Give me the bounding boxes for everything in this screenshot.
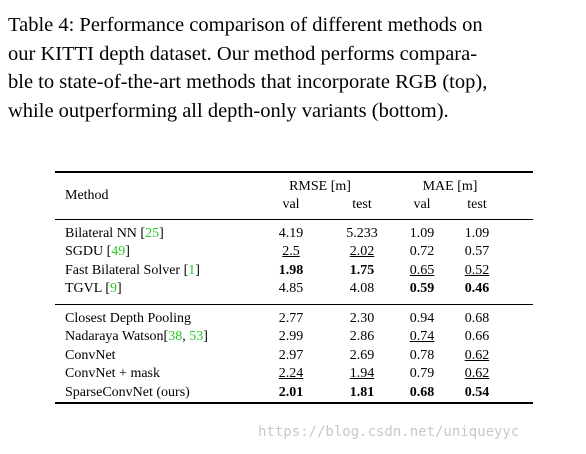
header-subcolumn: val bbox=[282, 197, 300, 212]
method-name: ConvNet bbox=[65, 347, 116, 363]
header-subcolumn: test bbox=[352, 197, 372, 212]
table-value: 1.98 bbox=[278, 262, 304, 278]
table-value: 0.59 bbox=[409, 281, 435, 297]
method-name: SGDU [49] bbox=[65, 244, 130, 260]
caption-line: while outperforming all depth-only varia… bbox=[8, 99, 449, 122]
header-method: Method bbox=[65, 188, 109, 203]
table-value: 1.09 bbox=[464, 226, 490, 241]
table-value: 0.66 bbox=[464, 329, 490, 345]
header-rule bbox=[55, 219, 533, 220]
header-group: MAE [m] bbox=[422, 179, 478, 194]
table-value: 0.46 bbox=[464, 281, 490, 297]
table-value: 2.01 bbox=[278, 384, 304, 400]
caption-line: ble to state-of-the-art methods that inc… bbox=[8, 71, 488, 93]
table-value: 1.75 bbox=[349, 262, 375, 278]
top-rule bbox=[55, 171, 533, 173]
table-value: 1.09 bbox=[409, 226, 435, 241]
table-value: 0.54 bbox=[464, 384, 490, 400]
caption-line: Table 4: Performance comparison of diffe… bbox=[8, 14, 483, 36]
caption-line: our KITTI depth dataset. Our method perf… bbox=[8, 42, 478, 65]
method-name: Closest Depth Pooling bbox=[65, 311, 192, 326]
table-value: 0.79 bbox=[409, 366, 435, 382]
table-value: 2.30 bbox=[349, 311, 375, 326]
header-subcolumn: test bbox=[467, 197, 487, 212]
table-value: 0.74 bbox=[409, 329, 435, 345]
header-subcolumn: val bbox=[413, 197, 431, 212]
table-value: 0.72 bbox=[409, 244, 435, 260]
table-value: 0.62 bbox=[464, 366, 490, 382]
table-value: 0.68 bbox=[409, 384, 435, 400]
table-value: 4.85 bbox=[278, 281, 304, 297]
table-value: 2.02 bbox=[349, 244, 375, 260]
table-value: 2.24 bbox=[278, 366, 304, 382]
table-value: 4.19 bbox=[278, 226, 304, 241]
watermark: https://blog.csdn.net/uniqueyyc bbox=[258, 424, 520, 440]
method-name: ConvNet + mask bbox=[65, 366, 160, 382]
table-value: 0.94 bbox=[409, 311, 435, 326]
table-value: 0.52 bbox=[464, 262, 490, 278]
group-rule bbox=[55, 304, 533, 305]
table-value: 0.68 bbox=[464, 311, 490, 326]
table-value: 0.78 bbox=[409, 347, 435, 363]
table-value: 0.65 bbox=[409, 262, 435, 278]
table-value: 2.86 bbox=[349, 329, 375, 345]
table-value: 0.62 bbox=[464, 347, 490, 363]
table-value: 2.77 bbox=[278, 311, 304, 326]
method-name: SparseConvNet (ours) bbox=[65, 384, 190, 400]
bottom-rule bbox=[55, 402, 533, 404]
method-name: TGVL [9] bbox=[65, 281, 122, 297]
header-group: RMSE [m] bbox=[289, 179, 351, 194]
table-value: 2.5 bbox=[282, 244, 300, 260]
method-name: Bilateral NN [25] bbox=[65, 226, 164, 241]
table-value: 4.08 bbox=[349, 281, 375, 297]
method-name: Nadaraya Watson[38, 53] bbox=[65, 329, 208, 345]
table-value: 1.81 bbox=[349, 384, 375, 400]
method-name: Fast Bilateral Solver [1] bbox=[65, 262, 200, 278]
table-value: 2.99 bbox=[278, 329, 304, 345]
table-value: 2.97 bbox=[278, 347, 304, 363]
table-value: 2.69 bbox=[349, 347, 375, 363]
table-value: 1.94 bbox=[349, 366, 375, 382]
table-value: 0.57 bbox=[464, 244, 490, 260]
table-value: 5.233 bbox=[346, 226, 378, 241]
